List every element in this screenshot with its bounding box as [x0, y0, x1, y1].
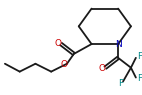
Text: O: O: [60, 60, 67, 69]
Text: O: O: [99, 64, 106, 73]
Text: N: N: [115, 40, 122, 49]
Text: O: O: [55, 39, 62, 48]
Text: F: F: [119, 79, 124, 88]
Text: F: F: [137, 74, 142, 83]
Text: F: F: [137, 52, 142, 61]
